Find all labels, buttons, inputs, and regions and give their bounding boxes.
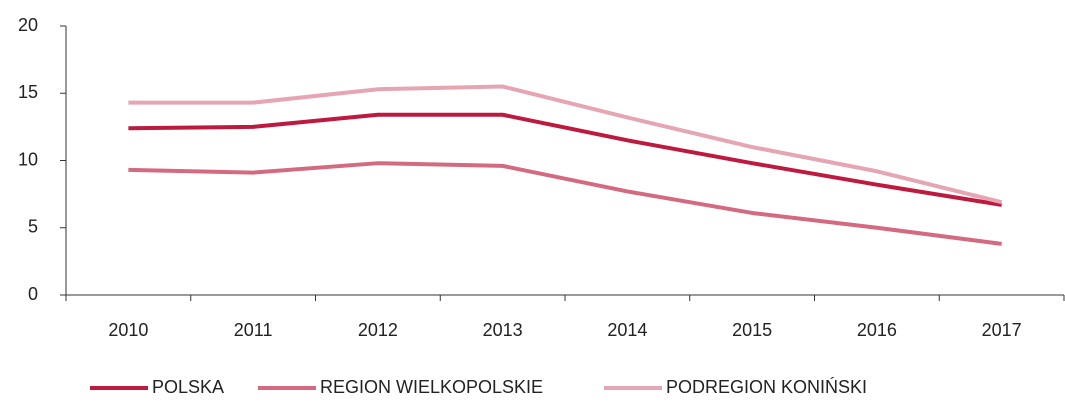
x-tick-label: 2015 <box>732 320 772 340</box>
x-tick-label: 2010 <box>108 320 148 340</box>
x-tick-label: 2012 <box>358 320 398 340</box>
y-tick-label: 10 <box>18 149 38 169</box>
y-tick-label: 20 <box>18 15 38 35</box>
x-tick-label: 2011 <box>234 320 273 340</box>
x-tick-label: 2017 <box>982 320 1022 340</box>
series-line <box>128 84 1003 205</box>
y-tick-label: 15 <box>18 82 38 102</box>
x-tick-label: 2016 <box>857 320 897 340</box>
legend-label: PODREGION KONIŃSKI <box>666 377 867 397</box>
legend-label: REGION WIELKOPOLSKIE <box>320 377 543 397</box>
series-line <box>128 161 1002 246</box>
legend-label: POLSKA <box>152 377 224 397</box>
x-tick-label: 2014 <box>607 320 647 340</box>
x-tick-label: 2013 <box>483 320 523 340</box>
y-tick-label: 0 <box>28 284 38 304</box>
series-line <box>128 112 1002 207</box>
y-tick-label: 5 <box>28 217 38 237</box>
